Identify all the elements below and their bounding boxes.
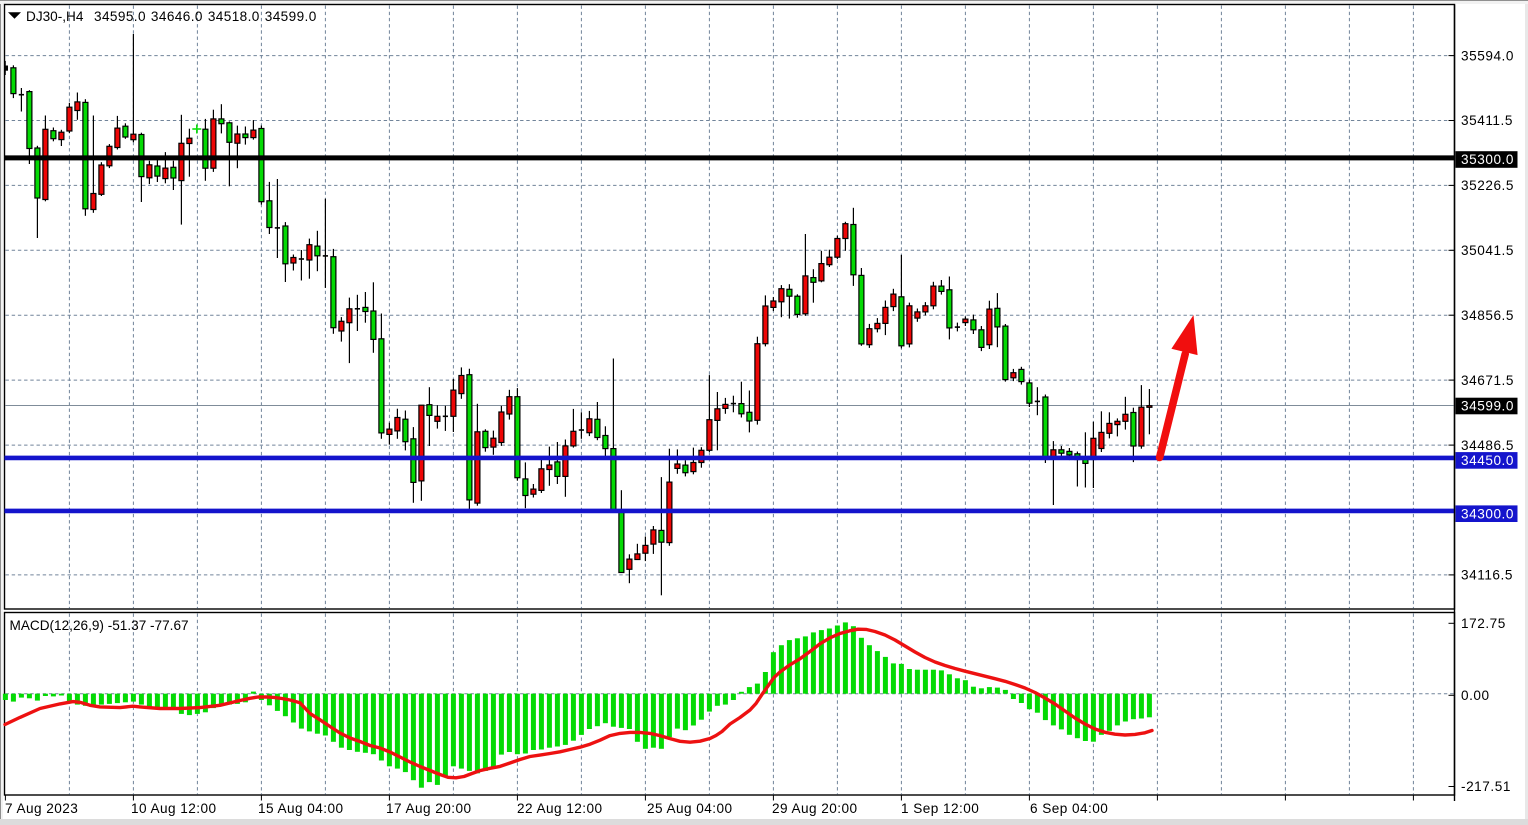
- svg-text:34599.0: 34599.0: [1461, 399, 1514, 414]
- svg-text:172.75: 172.75: [1461, 616, 1506, 631]
- svg-text:25 Aug 04:00: 25 Aug 04:00: [647, 801, 733, 816]
- svg-text:35041.5: 35041.5: [1461, 243, 1514, 258]
- svg-text:15 Aug 04:00: 15 Aug 04:00: [258, 801, 344, 816]
- svg-text:35594.0: 35594.0: [1461, 48, 1514, 63]
- svg-text:34300.0: 34300.0: [1461, 506, 1514, 521]
- svg-text:35411.5: 35411.5: [1461, 113, 1513, 128]
- svg-text:35300.0: 35300.0: [1461, 152, 1514, 167]
- svg-text:34671.5: 34671.5: [1461, 373, 1514, 388]
- svg-text:DJ30-,H4: DJ30-,H4: [26, 9, 84, 24]
- svg-text:34486.5: 34486.5: [1461, 438, 1514, 453]
- svg-text:29 Aug 20:00: 29 Aug 20:00: [772, 801, 858, 816]
- svg-text:34450.0: 34450.0: [1461, 453, 1514, 468]
- svg-text:22 Aug 12:00: 22 Aug 12:00: [517, 801, 603, 816]
- svg-text:34116.5: 34116.5: [1461, 568, 1513, 583]
- svg-text:6 Sep 04:00: 6 Sep 04:00: [1030, 801, 1108, 816]
- svg-text:MACD(12,26,9) -51.37 -77.67: MACD(12,26,9) -51.37 -77.67: [10, 618, 189, 633]
- svg-text:35226.5: 35226.5: [1461, 178, 1514, 193]
- svg-text:0.00: 0.00: [1461, 688, 1490, 703]
- svg-text:-217.51: -217.51: [1461, 779, 1511, 794]
- svg-text:1 Sep 12:00: 1 Sep 12:00: [901, 801, 979, 816]
- svg-text:17 Aug 20:00: 17 Aug 20:00: [386, 801, 472, 816]
- svg-text:7 Aug 2023: 7 Aug 2023: [5, 801, 78, 816]
- svg-text:34856.5: 34856.5: [1461, 308, 1514, 323]
- svg-text:34595.0 34646.0 34518.0 34599.: 34595.0 34646.0 34518.0 34599.0: [94, 9, 317, 24]
- svg-text:10 Aug 12:00: 10 Aug 12:00: [131, 801, 217, 816]
